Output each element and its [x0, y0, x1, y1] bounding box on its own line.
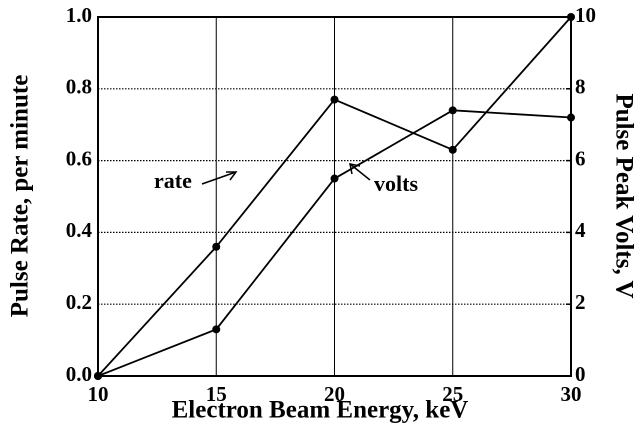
point	[567, 113, 575, 122]
y2-tick-label: 8	[575, 75, 586, 99]
annotation: rate	[154, 168, 192, 193]
arrow	[349, 163, 371, 181]
y-tick-label: 0.8	[66, 75, 92, 99]
x-tick-label: 20	[324, 382, 345, 406]
point	[448, 106, 457, 115]
plot-frame	[97, 16, 572, 377]
annotation-arrows	[201, 163, 371, 185]
y-tick-label: 0.0	[66, 362, 92, 386]
x-tick-label: 30	[561, 382, 582, 406]
y2-tick-label: 0	[575, 362, 586, 386]
point	[212, 325, 221, 334]
arrow	[201, 171, 237, 185]
y2-tick-label: 6	[575, 146, 586, 170]
x-tick-label: 10	[88, 382, 109, 406]
point	[330, 174, 339, 183]
point	[330, 95, 339, 104]
y-tick-label: 1.0	[66, 3, 92, 27]
y-tick-label: 0.6	[66, 146, 92, 170]
annotation: volts	[374, 171, 418, 196]
arrow-head	[226, 171, 238, 181]
y2-tick-label: 10	[575, 3, 596, 27]
y-tick-label: 0.2	[66, 290, 92, 314]
point	[94, 372, 102, 380]
point	[212, 242, 221, 251]
y-tick-label: 0.4	[66, 218, 93, 242]
x-tick-label: 15	[206, 382, 227, 406]
y-axis-label: Pulse Rate, per minute	[7, 75, 34, 318]
point	[567, 13, 575, 21]
y2-axis-label: Pulse Peak Volts, V	[610, 93, 637, 298]
y2-tick-label: 4	[575, 218, 586, 242]
point	[448, 145, 457, 154]
x-axis-label: Electron Beam Energy, keV	[172, 397, 469, 424]
y2-tick-label: 2	[575, 290, 586, 314]
x-tick-label: 25	[442, 382, 463, 406]
